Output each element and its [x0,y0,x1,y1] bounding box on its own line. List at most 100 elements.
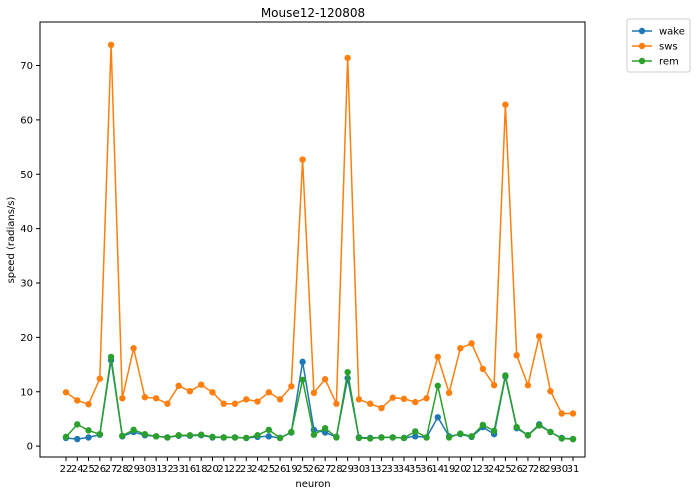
point-sws [367,400,374,407]
x-tick-label: 22 [60,464,73,475]
point-sws [423,395,430,402]
x-tick-label: 22 [229,464,242,475]
point-sws [513,352,520,359]
point-rem [310,431,318,438]
point-rem [344,368,351,376]
point-sws [130,345,137,352]
point-rem [164,434,171,441]
x-tick-label: 31 [150,464,163,475]
point-sws [502,101,509,108]
point-rem [265,426,272,434]
point-sws [209,389,216,396]
point-rem [445,434,453,441]
x-tick-label: 29 [127,464,140,475]
series-line-sws [65,44,573,415]
x-tick-label: 29 [341,464,354,475]
x-tick-label: 30 [353,464,366,475]
point-sws [457,345,464,352]
point-rem [186,432,194,439]
x-tick-label: 28 [116,464,129,475]
point-sws [412,398,419,406]
point-rem [231,434,239,441]
point-sws [254,398,261,405]
point-rem [547,428,554,436]
point-rem [141,430,149,438]
point-sws [62,389,70,396]
point-rem [536,422,543,429]
x-tick-label: 31 [567,464,580,475]
point-sws [164,400,171,407]
point-rem [412,428,419,435]
point-sws [231,400,239,407]
point-rem [198,431,205,438]
point-sws [152,395,160,402]
point-sws [299,156,306,163]
y-tick-label: 40 [20,224,33,235]
chart-title: Mouse12-120808 [261,6,365,20]
point-sws [389,394,396,401]
point-sws [243,396,250,403]
point-sws [107,41,115,49]
point-sws [344,54,351,62]
point-sws [141,393,149,401]
point-sws [445,389,453,397]
point-sws [310,389,318,397]
x-tick-label: 18 [195,464,208,475]
x-tick-label: 34 [398,464,411,475]
x-tick-label: 25 [499,464,512,475]
legend-label-sws: sws [659,42,678,53]
x-tick-label: 25 [296,464,309,475]
x-tick-label: 26 [93,464,106,475]
x-tick-label: 28 [330,464,343,475]
point-rem [490,427,498,435]
point-sws [74,397,81,404]
point-rem [423,434,430,441]
point-rem [107,353,115,361]
x-tick-label: 20 [454,464,467,475]
point-rem [569,435,577,443]
point-rem [479,421,487,429]
point-sws [288,383,295,390]
x-tick-label: 23 [476,464,489,475]
point-sws [119,395,126,402]
point-sws [265,389,272,396]
point-wake [85,434,92,441]
point-rem [96,430,104,438]
point-wake [265,433,272,440]
series-line-rem [65,356,574,440]
point-rem [85,427,92,434]
point-sws [198,381,205,388]
legend: wake sws rem [626,18,691,73]
point-rem [513,423,520,431]
point-sws [400,395,408,403]
legend-marker-sws [638,42,646,50]
y-tick-label: 50 [20,170,33,181]
x-tick-label: 30 [555,464,568,475]
x-tick-label: 32 [375,464,388,475]
point-rem [333,434,340,441]
x-tick-label: 30 [138,464,151,475]
point-rem [468,433,475,440]
x-tick-label: 27 [105,464,118,475]
point-wake [412,433,419,440]
point-wake [434,414,441,421]
point-rem [389,434,396,441]
point-sws [321,376,329,383]
x-tick-label: 14 [431,464,444,475]
point-rem [299,376,306,383]
point-sws [355,396,363,403]
point-sws [220,400,227,407]
point-sws [186,388,194,395]
x-tick-label: 26 [274,464,287,475]
x-tick-label: 16 [184,464,197,475]
point-sws [468,340,475,347]
x-tick-label: 27 [319,464,332,475]
point-rem [288,428,295,436]
point-sws [96,375,104,382]
legend-label-wake: wake [659,27,685,38]
point-sws [175,382,182,389]
x-tick-label: 31 [364,464,377,475]
point-sws [547,388,554,395]
x-tick-label: 26 [307,464,320,475]
x-tick-label: 21 [465,464,478,475]
